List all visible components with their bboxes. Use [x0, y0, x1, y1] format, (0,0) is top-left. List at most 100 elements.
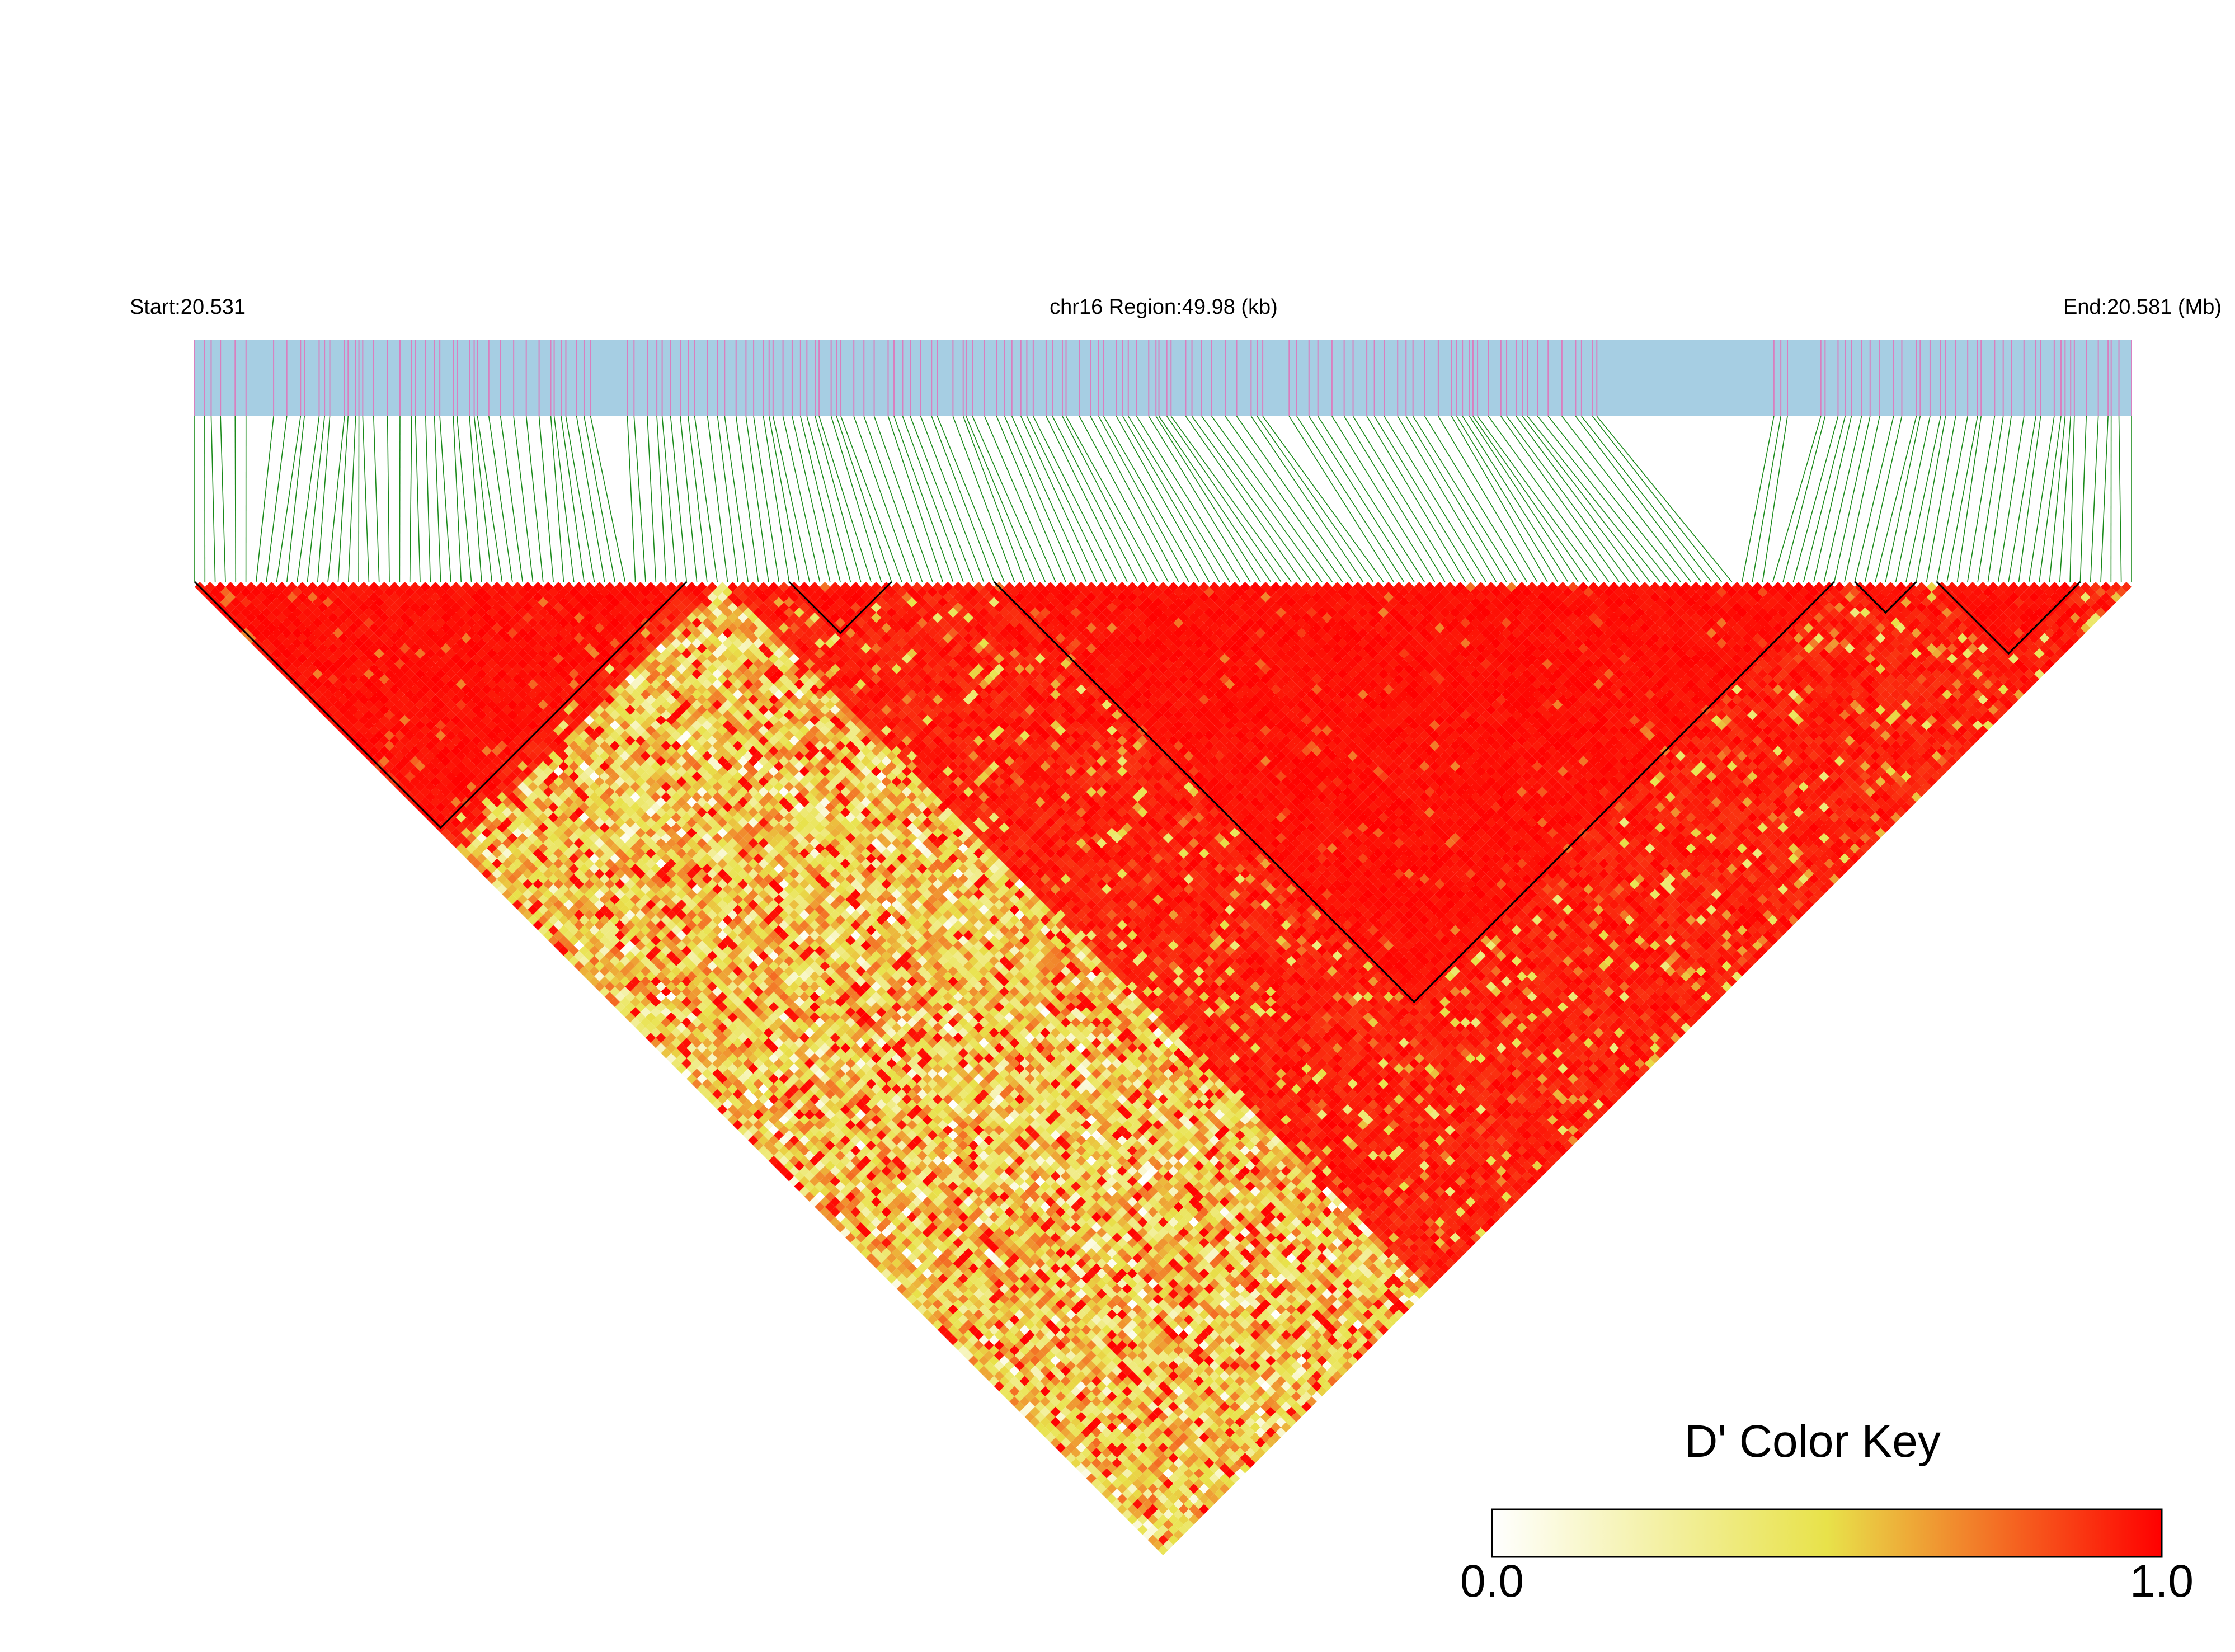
ld-cell [1081, 1437, 1091, 1448]
ld-cell [938, 1273, 948, 1284]
ld-cell [984, 1371, 994, 1381]
ld-cell [794, 1181, 804, 1192]
ld-cell [384, 669, 395, 680]
ld-cell [415, 761, 426, 771]
ld-cell [727, 1074, 738, 1084]
ld-cell [256, 592, 267, 603]
ld-cell [953, 1288, 963, 1300]
ld-cell [528, 832, 538, 844]
ld-cell [328, 612, 338, 623]
ld-cell [907, 1263, 917, 1274]
ld-cell [399, 776, 410, 787]
ld-cell [369, 674, 379, 685]
ld-cell [794, 1160, 804, 1171]
ld-cell [953, 1299, 963, 1310]
ld-cell [794, 1109, 804, 1120]
ld-cell [984, 1288, 994, 1300]
snp-connector [1547, 416, 1681, 582]
ld-cell [794, 1129, 804, 1141]
ld-cell [1050, 1335, 1061, 1345]
snp-connector [1352, 416, 1456, 582]
ld-cell [492, 848, 502, 859]
ld-cell [553, 899, 564, 910]
ld-cell [369, 704, 379, 716]
ld-cell [1132, 1489, 1143, 1499]
ld-cell [968, 1314, 979, 1325]
ld-cell [681, 1007, 692, 1018]
snp-connector [1813, 416, 1852, 582]
ld-cell [645, 1022, 656, 1033]
ld-cell [568, 945, 579, 956]
ld-cell [492, 807, 502, 818]
ld-cell [645, 930, 656, 941]
snp-connector [2079, 416, 2087, 582]
snp-connector [1575, 416, 1702, 582]
ld-cell [584, 899, 595, 910]
ld-cell [384, 699, 395, 710]
ld-cell [312, 618, 323, 628]
ld-cell [553, 920, 564, 930]
ld-cell [773, 1079, 784, 1089]
ld-cell [938, 1304, 948, 1315]
ld-cell [1035, 1330, 1046, 1340]
snp-connector [297, 416, 320, 582]
snp-connector [1456, 416, 1558, 582]
ld-cell [661, 986, 671, 997]
ld-cell [1081, 1427, 1091, 1438]
ld-cell [661, 1048, 671, 1058]
ld-cell [1204, 1499, 1215, 1509]
ld-cell [984, 1309, 994, 1320]
ld-cell [369, 663, 379, 674]
ld-cell [840, 1217, 851, 1227]
ld-cell [471, 827, 482, 838]
snp-connector [1834, 416, 1871, 582]
ld-cell [712, 1017, 723, 1028]
snp-connector [1331, 416, 1436, 582]
ld-cell [1132, 1468, 1143, 1479]
ld-cell [286, 633, 298, 643]
ld-cell [481, 837, 492, 849]
snp-connector [1136, 416, 1241, 582]
ld-cell [538, 874, 548, 884]
snp-connector [735, 416, 759, 582]
ld-cell [758, 1084, 769, 1094]
ld-cell [379, 694, 390, 705]
snp-connector [1792, 416, 1839, 582]
snp-connector [1469, 416, 1579, 582]
ld-cell [548, 853, 559, 864]
snp-connector [1967, 416, 1996, 582]
snp-connector [1762, 416, 1788, 582]
ld-cell [410, 776, 420, 787]
ld-cell [384, 761, 395, 771]
snp-connector [1122, 416, 1220, 582]
ld-cell [384, 709, 395, 721]
ld-cell [727, 1114, 738, 1125]
ld-cell [507, 832, 517, 844]
snp-connector [1288, 416, 1394, 582]
ld-cell [584, 868, 595, 879]
snp-connector [745, 416, 769, 582]
ld-cell [440, 797, 451, 807]
ld-cell [435, 782, 446, 792]
ld-cell [281, 648, 293, 659]
ld-cell [1019, 1314, 1030, 1325]
snp-connector [550, 416, 564, 582]
ld-cell [1035, 1422, 1046, 1433]
snp-connector [525, 416, 544, 582]
ld-cell [697, 1002, 707, 1013]
ld-cell [758, 1063, 769, 1074]
ld-cell [425, 792, 436, 802]
ld-cell [697, 991, 707, 1003]
ld-cell [415, 771, 426, 782]
ld-cell [399, 756, 410, 766]
ld-cell [742, 1069, 754, 1079]
snp-connector [1098, 416, 1189, 582]
ld-cell [286, 653, 298, 664]
ld-cell [681, 1017, 692, 1028]
ld-cell [1004, 1340, 1015, 1350]
ld-cell [241, 607, 251, 618]
snp-connector [1011, 416, 1087, 582]
ld-cell [312, 587, 323, 597]
snp-connector [830, 416, 882, 582]
ld-cell [630, 915, 641, 925]
